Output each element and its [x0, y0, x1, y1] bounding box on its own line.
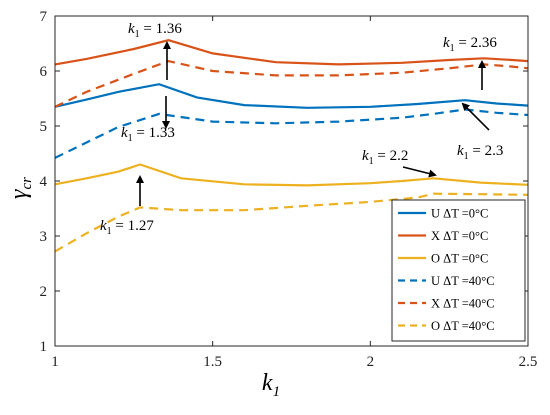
series-line-2 [54, 163, 529, 187]
y-tick-label-5: 6 [40, 64, 48, 80]
annotation-label-2: k1 = 1.33 [121, 125, 175, 144]
y-tick-label-1: 2 [40, 284, 48, 300]
x-tick-label-3: 2.5 [519, 354, 538, 370]
series-line-5 [54, 192, 529, 253]
y-tick-label-6: 7 [40, 9, 48, 25]
annotation-label-5: k1 = 1.27 [100, 218, 154, 237]
legend-label-4: X ΔT =40°C [431, 297, 495, 311]
x-axis-label: k1 [262, 370, 280, 400]
annotation-label-4: k1 = 2.2 [362, 148, 408, 167]
series-line-4 [54, 59, 529, 108]
annotation-layer: k1 = 1.36 k1 = 2.36 k1 = 1.33 k1 = 2.3 k1 = … [100, 21, 503, 237]
legend: U ΔT =0°C X ΔT =0°C O ΔT =0°C U ΔT =40°C X Δ… [391, 199, 526, 342]
legend-label-2: O ΔT =0°C [431, 252, 488, 266]
y-tick-label-3: 4 [40, 174, 48, 190]
x-tick-label-1: 1.5 [203, 354, 222, 370]
annotation-arrow-4 [402, 166, 437, 178]
annotation-label-3: k1 = 2.3 [457, 143, 503, 162]
y-tick-label-4: 5 [40, 119, 48, 135]
y-axis-label: γcr [6, 177, 35, 199]
y-tick-label-2: 3 [40, 229, 48, 245]
legend-label-1: X ΔT =0°C [431, 229, 488, 243]
x-tick-label-2: 2 [367, 354, 375, 370]
legend-box [391, 199, 526, 342]
series-line-1 [54, 39, 529, 66]
x-tick-label-0: 1 [51, 354, 59, 370]
annotation-label-1: k1 = 2.36 [443, 35, 497, 54]
annotation-arrow-3 [461, 102, 490, 131]
legend-label-0: U ΔT =0°C [431, 207, 488, 221]
axis-labels: k1 γcr [6, 177, 280, 400]
legend-label-3: U ΔT =40°C [431, 274, 495, 288]
annotation-label-0: k1 = 1.36 [128, 21, 182, 40]
y-tick-label-0: 1 [40, 339, 48, 355]
legend-label-5: O ΔT =40°C [431, 319, 495, 333]
series-line-0 [54, 83, 529, 109]
series-layer [54, 39, 529, 253]
